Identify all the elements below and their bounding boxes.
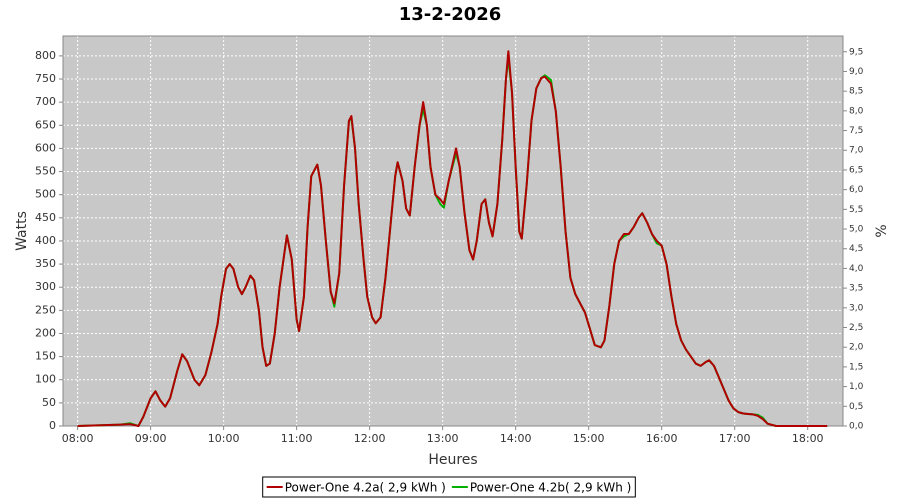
y-tick-label: 800 xyxy=(35,49,56,62)
y-tick-label: 600 xyxy=(35,141,56,154)
y2-tick-label: 4,0 xyxy=(849,264,864,274)
legend-label: Power-One 4.2a( 2,9 kWh ) xyxy=(285,481,446,495)
y2-tick-label: 3,5 xyxy=(849,284,863,294)
y-tick-label: 450 xyxy=(35,211,56,224)
x-tick-label: 09:00 xyxy=(135,432,167,445)
y-tick-label: 250 xyxy=(35,303,56,316)
y2-tick-label: 2,0 xyxy=(849,343,864,353)
y-tick-label: 150 xyxy=(35,350,56,363)
y-tick-label: 50 xyxy=(42,396,56,409)
y-tick-label: 550 xyxy=(35,165,56,178)
plot-area xyxy=(63,36,843,426)
y2-tick-label: 1,0 xyxy=(849,382,864,392)
y2-tick-label: 3,0 xyxy=(849,303,864,313)
y2-axis-label: % xyxy=(874,224,890,237)
y2-tick-label: 2,5 xyxy=(849,323,863,333)
legend: Power-One 4.2a( 2,9 kWh ) Power-One 4.2b(… xyxy=(262,476,636,498)
y-axis-label: Watts xyxy=(14,211,30,251)
y-tick-label: 500 xyxy=(35,188,56,201)
y-tick-label: 650 xyxy=(35,118,56,131)
y-tick-label: 700 xyxy=(35,95,56,108)
y2-tick-label: 5,5 xyxy=(849,205,863,215)
x-tick-label: 11:00 xyxy=(281,432,313,445)
x-tick-label: 16:00 xyxy=(646,432,678,445)
y-tick-label: 350 xyxy=(35,257,56,270)
y2-tick-label: 9,0 xyxy=(849,67,864,77)
legend-label: Power-One 4.2b( 2,9 kWh ) xyxy=(470,481,631,495)
y2-tick-label: 8,5 xyxy=(849,87,863,97)
x-axis-label: Heures xyxy=(428,452,477,468)
y2-tick-label: 1,5 xyxy=(849,362,863,372)
y2-tick-label: 9,5 xyxy=(849,47,863,57)
y-tick-label: 0 xyxy=(49,419,56,432)
y-tick-label: 750 xyxy=(35,72,56,85)
x-tick-label: 08:00 xyxy=(62,432,94,445)
y-tick-label: 400 xyxy=(35,234,56,247)
y2-tick-label: 6,0 xyxy=(849,185,864,195)
y2-tick-label: 4,5 xyxy=(849,244,863,254)
series-line xyxy=(77,50,828,427)
x-tick-label: 17:00 xyxy=(719,432,751,445)
y2-tick-label: 7,5 xyxy=(849,126,863,136)
x-tick-label: 15:00 xyxy=(573,432,605,445)
x-tick-label: 12:00 xyxy=(354,432,386,445)
chart-title: 13-2-2026 xyxy=(399,4,502,25)
y2-tick-label: 0,5 xyxy=(849,402,863,412)
y2-tick-label: 7,0 xyxy=(849,146,864,156)
y2-tick-label: 8,0 xyxy=(849,106,864,116)
x-tick-label: 14:00 xyxy=(500,432,532,445)
y2-tick-label: 6,5 xyxy=(849,165,863,175)
y-tick-label: 100 xyxy=(35,373,56,386)
plot-border xyxy=(62,35,844,427)
y2-tick-label: 5,0 xyxy=(849,225,864,235)
x-tick-label: 18:00 xyxy=(792,432,824,445)
x-tick-label: 13:00 xyxy=(427,432,459,445)
legend-box xyxy=(262,476,636,498)
x-tick-label: 10:00 xyxy=(208,432,240,445)
y-tick-label: 300 xyxy=(35,280,56,293)
y2-tick-label: 0,0 xyxy=(849,422,864,432)
y-tick-label: 200 xyxy=(35,326,56,339)
